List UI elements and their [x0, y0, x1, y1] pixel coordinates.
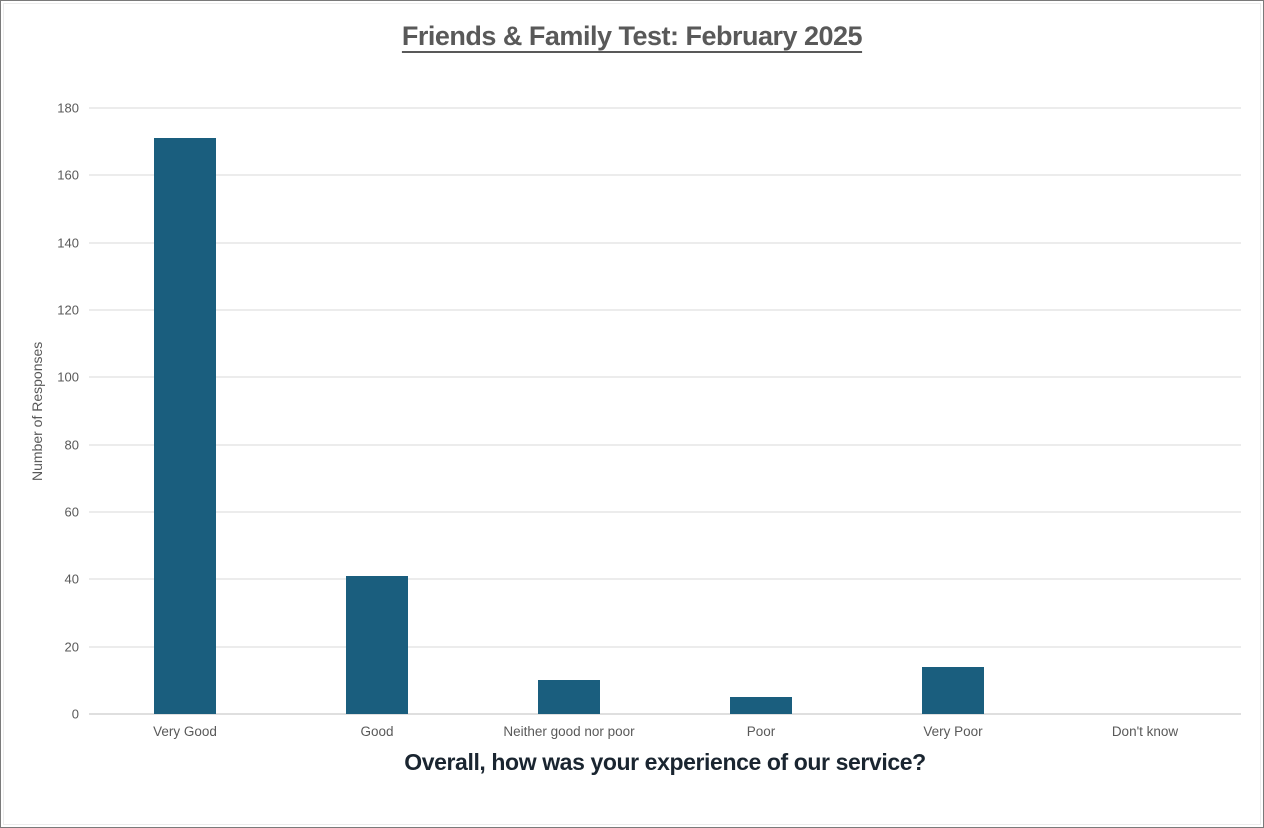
y-tick-label: 0 — [71, 706, 79, 722]
gridline — [89, 444, 1241, 446]
gridline — [89, 309, 1241, 311]
category-slot — [89, 108, 281, 714]
category-slot — [665, 108, 857, 714]
y-tick-label: 60 — [64, 504, 79, 520]
bar — [346, 575, 408, 714]
y-tick-label: 160 — [57, 167, 79, 183]
y-axis-tick-labels: 0 20 40 60 80 100 120 140 160 180 — [1, 101, 79, 722]
category-label: Very Good — [153, 724, 217, 739]
y-tick-label: 20 — [64, 639, 79, 655]
bar — [154, 138, 216, 714]
y-tick-label: 100 — [57, 369, 79, 385]
plot-area — [89, 107, 1241, 715]
gridline — [89, 242, 1241, 244]
y-tick-label: 40 — [64, 571, 79, 587]
y-tick-label: 140 — [57, 235, 79, 251]
y-tick-label: 80 — [64, 437, 79, 453]
gridline — [89, 376, 1241, 378]
gridline — [89, 578, 1241, 580]
x-axis-category-labels: Very Good Good Neither good nor poor Poor Ve… — [89, 723, 1241, 741]
category-label: Good — [360, 724, 394, 739]
bar — [922, 666, 984, 714]
gridline — [89, 646, 1241, 648]
gridline — [89, 107, 1241, 109]
y-tick-label: 180 — [57, 100, 79, 116]
y-tick-label: 120 — [57, 302, 79, 318]
gridline — [89, 174, 1241, 176]
category-slot — [1049, 108, 1241, 714]
category-slot — [857, 108, 1049, 714]
bar — [730, 697, 792, 714]
category-slot — [281, 108, 473, 714]
bar-series — [89, 108, 1241, 714]
gridlines — [89, 107, 1241, 715]
category-label: Poor — [746, 724, 776, 739]
category-label: Very Poor — [923, 724, 983, 739]
chart-title: Friends & Family Test: February 2025 — [401, 21, 863, 51]
x-axis-title: Overall, how was your experience of our … — [404, 749, 926, 775]
x-axis-line — [89, 713, 1241, 715]
category-slot — [473, 108, 665, 714]
category-label: Don't know — [1111, 724, 1179, 739]
bar — [538, 680, 600, 714]
category-label: Neither good nor poor — [503, 724, 635, 739]
gridline — [89, 511, 1241, 513]
